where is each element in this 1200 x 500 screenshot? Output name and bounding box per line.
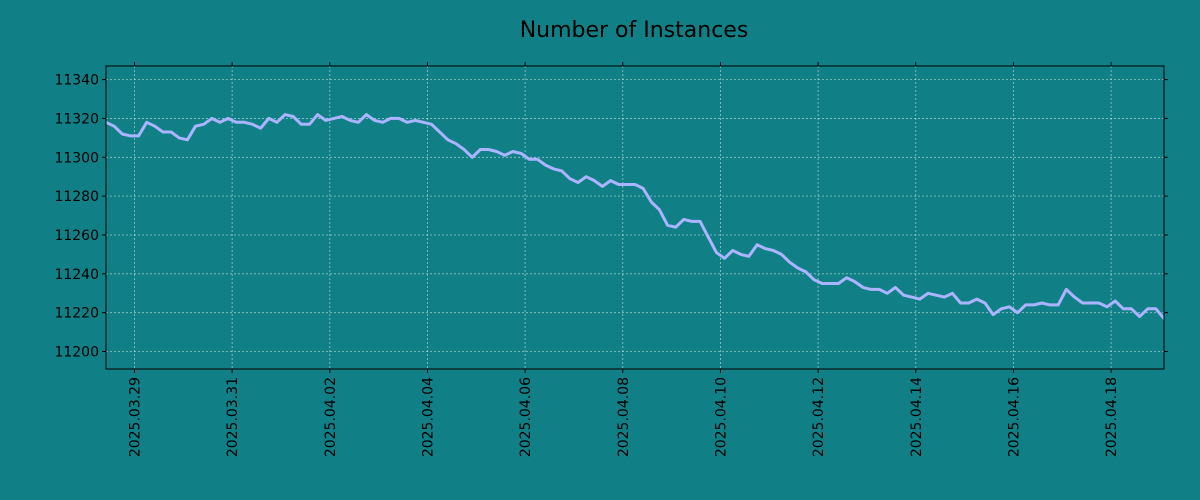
x-tick-label: 2025.04.08 — [616, 377, 632, 457]
y-tick-label: 11300 — [54, 150, 99, 166]
y-tick-label: 11240 — [54, 267, 99, 283]
x-tick-label: 2025.04.18 — [1104, 377, 1120, 457]
y-tick-label: 11220 — [54, 306, 99, 322]
plot-frame — [105, 65, 1165, 370]
y-tick-label: 11320 — [54, 111, 99, 127]
x-tick-label: 2025.03.31 — [225, 377, 241, 457]
x-tick-label: 2025.04.04 — [420, 377, 436, 457]
y-tick-label: 11260 — [54, 228, 99, 244]
chart-title: Number of Instances — [520, 18, 749, 43]
x-tick-label: 2025.04.14 — [909, 377, 925, 457]
series-line — [106, 113, 1164, 320]
x-tick-label: 2025.03.29 — [127, 377, 143, 457]
x-tick-label: 2025.04.16 — [1006, 377, 1022, 457]
x-tick-label: 2025.04.06 — [518, 377, 534, 457]
x-tick-label: 2025.04.10 — [713, 377, 729, 457]
axis-ticks: 11200 11220 11240 11260 11280 11300 11320 11340… — [54, 62, 1168, 457]
x-tick-label: 2025.04.12 — [811, 377, 827, 457]
x-tick-label: 2025.04.02 — [323, 377, 339, 457]
series-layer — [106, 113, 1164, 320]
y-tick-label: 11280 — [54, 189, 99, 205]
y-tick-label: 11200 — [54, 345, 99, 361]
grid-lines — [106, 66, 1164, 369]
y-tick-label: 11340 — [54, 73, 99, 89]
